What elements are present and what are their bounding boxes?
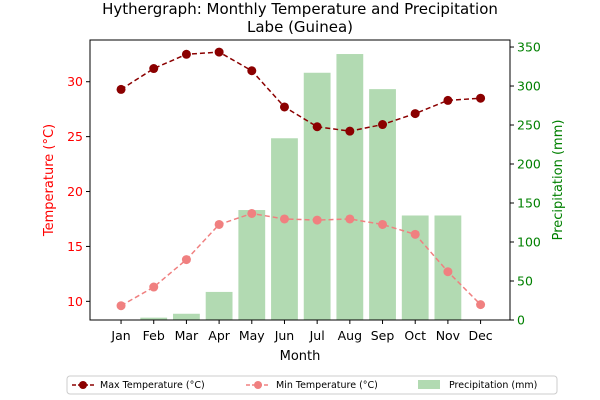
- right-tick-label: 100: [517, 235, 541, 250]
- min-temp-point-jan: [116, 301, 126, 311]
- left-axis-ticks: 10 15 20 25 30: [67, 74, 90, 309]
- legend: Max Temperature (°C) Min Temperature (°C…: [66, 375, 558, 395]
- min-temp-point-sep: [378, 219, 388, 229]
- x-tick-label-feb: Feb: [143, 328, 165, 343]
- precipitation-bar-jun: [271, 138, 298, 320]
- right-tick-label: 350: [517, 40, 541, 55]
- precipitation-bar-may: [238, 210, 266, 320]
- max-temp-point-nov: [443, 95, 453, 105]
- left-tick-label: 30: [67, 74, 83, 89]
- precipitation-bar-aug: [336, 54, 364, 320]
- chart-title-line-2: Labe (Guinea): [247, 18, 353, 36]
- legend-min-temp-marker: [254, 381, 262, 389]
- min-temp-point-jun: [279, 214, 289, 224]
- max-temp-point-mar: [181, 49, 191, 59]
- max-temp-point-jul: [312, 122, 322, 132]
- x-tick-label-jun: Jun: [274, 328, 295, 343]
- right-tick-label: 50: [517, 274, 533, 289]
- min-temp-point-may: [247, 208, 257, 218]
- x-tick-label-aug: Aug: [338, 328, 362, 343]
- max-temp-point-jun: [279, 102, 289, 112]
- min-temp-point-apr: [214, 219, 224, 229]
- max-temp-point-sep: [378, 120, 388, 130]
- min-temp-line: [120, 212, 482, 307]
- left-tick-label: 25: [67, 129, 83, 144]
- x-tick-label-dec: Dec: [468, 328, 492, 343]
- min-temp-point-nov: [443, 267, 453, 277]
- precipitation-bar-mar: [173, 313, 200, 320]
- right-tick-label: 300: [517, 79, 541, 94]
- legend-max-temp-marker: [79, 381, 87, 389]
- max-temp-point-feb: [149, 64, 159, 74]
- min-temp-point-aug: [345, 214, 355, 224]
- min-temp-point-jul: [312, 215, 322, 225]
- x-axis-label: Month: [280, 349, 321, 364]
- right-tick-label: 150: [517, 196, 541, 211]
- x-tick-label-apr: Apr: [208, 328, 230, 343]
- max-temp-point-oct: [410, 109, 420, 119]
- min-temp-point-dec: [476, 300, 486, 310]
- max-temp-point-jan: [116, 84, 126, 94]
- max-temp-point-may: [247, 66, 257, 76]
- max-temp-point-dec: [476, 93, 486, 103]
- min-temp-point-feb: [149, 282, 159, 292]
- legend-precip-swatch: [418, 380, 440, 389]
- left-tick-label: 15: [67, 239, 83, 254]
- right-axis-ticks: 0 50 100 150 200 250 300 350: [510, 40, 541, 328]
- temperature-lines: [116, 47, 486, 311]
- max-temp-line: [120, 51, 481, 132]
- right-tick-label: 250: [517, 118, 541, 133]
- precipitation-bars: [140, 54, 462, 320]
- x-tick-label-jul: Jul: [309, 328, 325, 343]
- right-tick-label: 0: [517, 313, 525, 328]
- precipitation-bar-jul: [303, 72, 331, 320]
- x-tick-label-nov: Nov: [436, 328, 461, 343]
- max-temp-point-apr: [214, 47, 224, 57]
- x-axis-ticks: Jan Feb Mar Apr May Jun Jul Aug Sep Oct Nov Dec: [110, 320, 493, 343]
- right-tick-label: 200: [517, 157, 541, 172]
- x-tick-label-may: May: [239, 328, 265, 343]
- legend-precip-label: Precipitation (mm): [449, 380, 537, 391]
- plot-frame: [89, 39, 511, 321]
- right-axis-label: Precipitation (mm): [551, 120, 566, 241]
- precipitation-bar-apr: [205, 291, 233, 320]
- x-tick-label-sep: Sep: [371, 328, 395, 343]
- left-axis-label: Temperature (°C): [42, 124, 57, 237]
- x-tick-label-jan: Jan: [110, 328, 130, 343]
- legend-max-temp-label: Max Temperature (°C): [100, 380, 205, 391]
- max-temp-point-aug: [345, 126, 355, 136]
- chart-title-line-1: Hythergraph: Monthly Temperature and Pre…: [102, 0, 498, 18]
- left-tick-label: 20: [67, 184, 83, 199]
- x-tick-label-oct: Oct: [404, 328, 426, 343]
- precipitation-bar-feb: [140, 317, 168, 320]
- left-tick-label: 10: [67, 294, 83, 309]
- min-temp-point-mar: [181, 255, 191, 265]
- min-temp-point-oct: [410, 229, 420, 239]
- x-tick-label-mar: Mar: [175, 328, 199, 343]
- legend-min-temp-label: Min Temperature (°C): [276, 380, 378, 391]
